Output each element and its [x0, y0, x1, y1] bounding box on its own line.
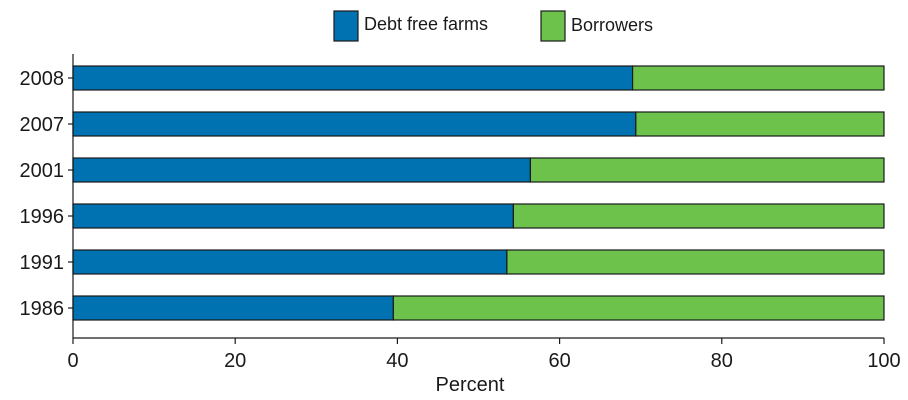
bar-2001-borrowers	[529, 157, 885, 183]
legend-swatch-borrowers	[540, 10, 566, 42]
plot-area	[72, 65, 885, 321]
axes: 1986 1991 1996 2001 2007 2008 0 20 40 60 80 100	[20, 54, 901, 372]
bar-1991-debt-free	[72, 249, 508, 275]
y-tick-label-1996: 1996	[20, 206, 65, 228]
bar-1996-debt-free	[72, 203, 514, 229]
bar-1996-borrowers	[512, 203, 885, 229]
x-tick-label-60: 60	[548, 350, 570, 372]
x-tick-label-100: 100	[867, 350, 900, 372]
bar-2007-debt-free	[72, 111, 637, 137]
x-tick-label-80: 80	[711, 350, 733, 372]
bar-2001-debt-free	[72, 157, 532, 183]
y-tick-label-2007: 2007	[20, 114, 65, 136]
bar-1986-debt-free	[72, 295, 394, 321]
y-tick-label-2008: 2008	[20, 68, 65, 90]
x-tick-label-20: 20	[224, 350, 246, 372]
bar-1991-borrowers	[506, 249, 885, 275]
y-tick-label-2001: 2001	[20, 160, 65, 182]
bar-2008-debt-free	[72, 65, 634, 91]
legend-swatch-debt-free	[333, 10, 359, 42]
bar-2007-borrowers	[635, 111, 885, 137]
x-tick-label-0: 0	[67, 350, 78, 372]
bar-2008-borrowers	[631, 65, 885, 91]
x-axis-title: Percent	[436, 374, 505, 396]
legend-label-debt-free: Debt free farms	[364, 14, 488, 34]
bar-1986-borrowers	[392, 295, 885, 321]
legend: Debt free farms Borrowers	[333, 10, 653, 42]
x-tick-label-40: 40	[386, 350, 408, 372]
legend-label-borrowers: Borrowers	[571, 15, 653, 35]
y-tick-label-1986: 1986	[20, 298, 65, 320]
y-tick-label-1991: 1991	[20, 252, 65, 274]
